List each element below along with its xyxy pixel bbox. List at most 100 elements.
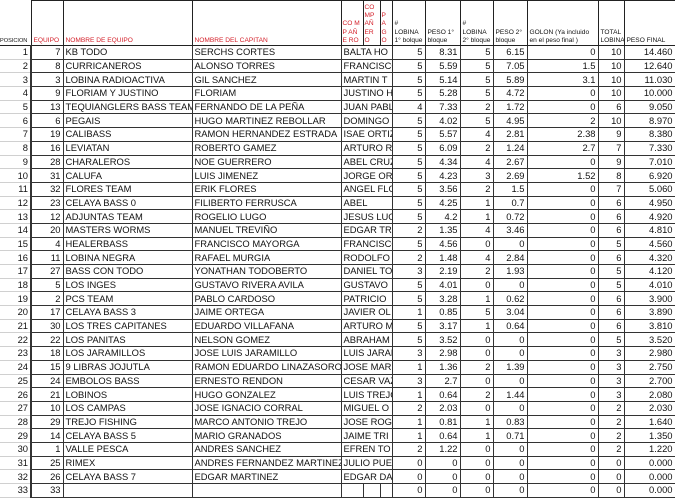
cell-posicion[interactable]: 6 (0, 113, 32, 129)
header-total-lobina[interactable]: TOTAL LOBINA (597, 0, 625, 46)
cell-golon[interactable]: 0 (526, 414, 599, 430)
cell-peso-1[interactable]: 6.09 (424, 140, 461, 156)
cell-companero[interactable]: JULIO PUE (340, 455, 393, 471)
cell-lobina-1[interactable]: 5 (391, 181, 426, 197)
cell-nombre-capitan[interactable]: EDGAR MARTINEZ (191, 469, 342, 484)
cell-peso-1[interactable]: 7.33 (424, 99, 461, 115)
cell-total-lobina[interactable]: 9 (597, 154, 625, 170)
cell-companero[interactable]: BALTA HO (340, 45, 393, 60)
cell-peso-2[interactable]: 1.93 (492, 264, 528, 279)
cell-nombre-equipo[interactable]: LOS PANITAS (62, 332, 193, 348)
cell-peso-1[interactable]: 5.59 (424, 58, 461, 74)
cell-nombre-equipo[interactable]: LEVIATAN (62, 140, 193, 156)
cell-golon[interactable]: 0 (526, 154, 599, 170)
cell-nombre-capitan[interactable]: RAMON EDUARDO LINAZASORO (191, 359, 342, 375)
cell-lobina-2[interactable]: 3 (459, 168, 494, 183)
cell-total-lobina[interactable]: 6 (597, 222, 625, 238)
cell-posicion[interactable]: 15 (0, 237, 32, 252)
cell-peso-final[interactable]: 5.060 (623, 181, 675, 197)
cell-golon[interactable]: 1.5 (526, 58, 599, 74)
cell-peso-2[interactable]: 2.84 (492, 250, 528, 265)
cell-nombre-equipo[interactable] (62, 483, 193, 498)
cell-posicion[interactable]: 19 (0, 291, 32, 307)
cell-peso-1[interactable]: 1.22 (424, 441, 461, 457)
cell-posicion[interactable]: 24 (0, 360, 32, 375)
cell-nombre-equipo[interactable]: PCS TEAM (62, 291, 193, 307)
cell-golon[interactable]: 0 (526, 318, 599, 334)
header-companero-2[interactable]: CO MP AÑ ERO (362, 0, 381, 46)
cell-posicion[interactable]: 12 (0, 196, 32, 211)
cell-posicion[interactable]: 7 (0, 127, 32, 142)
cell-companero[interactable]: ANGEL FLO (340, 181, 393, 197)
cell-lobina-2[interactable]: 0 (459, 373, 494, 389)
cell-peso-1[interactable]: 3.52 (424, 332, 461, 348)
cell-golon[interactable]: 0 (526, 277, 599, 293)
cell-peso-2[interactable]: 3.04 (492, 305, 528, 320)
cell-peso-2[interactable]: 4.72 (492, 86, 528, 101)
cell-nombre-capitan[interactable]: PABLO CARDOSO (191, 291, 342, 307)
cell-golon[interactable]: 0 (526, 441, 599, 457)
cell-lobina-1[interactable]: 1 (391, 305, 426, 320)
cell-lobina-1[interactable]: 5 (391, 332, 426, 348)
cell-peso-2[interactable]: 3.46 (492, 222, 528, 238)
cell-peso-1[interactable]: 4.25 (424, 195, 461, 211)
cell-nombre-capitan[interactable]: FLORIAM (191, 86, 342, 101)
cell-peso-final[interactable]: 7.010 (623, 154, 675, 170)
cell-total-lobina[interactable]: 8 (597, 168, 625, 183)
cell-lobina-2[interactable]: 1 (459, 195, 494, 211)
cell-golon[interactable]: 2.38 (526, 127, 599, 142)
cell-lobina-1[interactable]: 5 (391, 58, 426, 74)
cell-lobina-2[interactable]: 2 (459, 264, 494, 279)
cell-peso-final[interactable]: 14.460 (623, 45, 675, 60)
cell-posicion[interactable]: 23 (0, 346, 32, 361)
cell-total-lobina[interactable]: 2 (597, 428, 625, 443)
cell-nombre-capitan[interactable]: GIL SANCHEZ (191, 72, 342, 88)
cell-equipo[interactable]: 27 (30, 264, 64, 279)
cell-lobina-1[interactable]: 5 (391, 195, 426, 211)
cell-peso-final[interactable]: 2.980 (623, 346, 675, 361)
cell-peso-2[interactable]: 0.71 (492, 428, 528, 443)
cell-peso-2[interactable]: 0 (492, 277, 528, 293)
cell-peso-1[interactable]: 4.2 (424, 209, 461, 224)
cell-equipo[interactable]: 10 (30, 400, 64, 416)
cell-peso-final[interactable]: 9.050 (623, 99, 675, 115)
cell-peso-1[interactable]: 0.81 (424, 414, 461, 430)
cell-nombre-equipo[interactable]: FLORES TEAM (62, 181, 193, 197)
header-peso-2[interactable]: PESO 2° bloque (492, 0, 528, 46)
cell-nombre-capitan[interactable]: ERIK FLORES (191, 181, 342, 197)
cell-lobina-2[interactable]: 1 (459, 428, 494, 443)
cell-posicion[interactable]: 11 (0, 182, 32, 197)
cell-posicion[interactable]: 25 (0, 374, 32, 389)
cell-total-lobina[interactable]: 3 (597, 387, 625, 402)
cell-posicion[interactable]: 21 (0, 319, 32, 334)
cell-lobina-1[interactable]: 3 (391, 346, 426, 361)
cell-nombre-equipo[interactable]: LOBINA RADIOACTIVA (62, 72, 193, 88)
cell-equipo[interactable]: 4 (30, 236, 64, 252)
cell-peso-final[interactable]: 1.220 (623, 441, 675, 457)
cell-nombre-equipo[interactable]: LOBINOS (62, 387, 193, 402)
cell-total-lobina[interactable]: 3 (597, 373, 625, 389)
cell-lobina-2[interactable]: 5 (459, 72, 494, 88)
cell-companero-2[interactable] (362, 483, 381, 498)
cell-total-lobina[interactable]: 7 (597, 181, 625, 197)
cell-lobina-2[interactable]: 0 (459, 400, 494, 416)
cell-companero[interactable]: CESAR VAZ (340, 373, 393, 389)
cell-nombre-equipo[interactable]: FLORIAM Y JUSTINO (62, 86, 193, 101)
cell-nombre-capitan[interactable] (191, 483, 342, 498)
cell-lobina-2[interactable]: 5 (459, 86, 494, 101)
cell-golon[interactable]: 0 (526, 332, 599, 348)
cell-nombre-capitan[interactable]: FERNANDO DE LA PEÑA (191, 99, 342, 115)
cell-companero[interactable]: JESUS LUG (340, 209, 393, 224)
cell-peso-final[interactable]: 4.560 (623, 236, 675, 252)
cell-companero[interactable]: ARTURO M (340, 318, 393, 334)
cell-total-lobina[interactable]: 5 (597, 236, 625, 252)
cell-lobina-2[interactable]: 1 (459, 318, 494, 334)
cell-peso-1[interactable]: 2.03 (424, 400, 461, 416)
cell-peso-final[interactable]: 8.380 (623, 127, 675, 142)
cell-equipo[interactable]: 6 (30, 113, 64, 129)
cell-nombre-capitan[interactable]: FILIBERTO FERRUSCA (191, 195, 342, 211)
cell-total-lobina[interactable]: 10 (597, 113, 625, 129)
cell-posicion[interactable]: 32 (0, 469, 32, 484)
header-companero-1[interactable]: CO MP AÑE RO (340, 0, 364, 46)
cell-lobina-1[interactable]: 0 (391, 469, 426, 484)
